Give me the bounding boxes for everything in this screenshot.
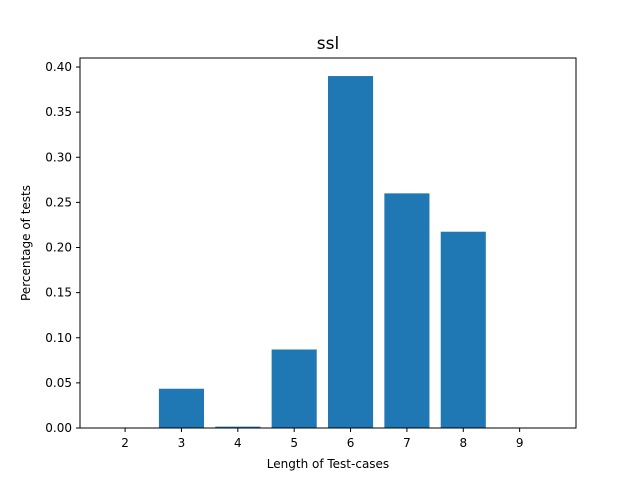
y-tick-label: 0.35 <box>45 105 72 119</box>
plot-frame <box>79 57 577 429</box>
y-axis-label: Percentage of tests <box>19 185 33 301</box>
x-tick-label: 9 <box>516 436 524 450</box>
x-tick-label: 7 <box>403 436 411 450</box>
bar-3 <box>158 388 204 428</box>
x-tick-label: 6 <box>347 436 355 450</box>
y-tick-label: 0.05 <box>45 376 72 390</box>
x-tick-label: 4 <box>234 436 242 450</box>
y-tick-label: 0.30 <box>45 150 72 164</box>
y-tick-label: 0.40 <box>45 60 72 74</box>
bar-5 <box>271 349 317 428</box>
x-tick-label: 5 <box>290 436 298 450</box>
y-tick-label: 0.10 <box>45 331 72 345</box>
bar-6 <box>328 76 374 429</box>
bar-7 <box>384 193 430 428</box>
y-axis-ticks: 0.00 0.05 0.10 0.15 0.20 0.25 0.30 0.35 0.40 <box>45 60 80 435</box>
chart-title: ssl <box>317 34 339 54</box>
y-tick-label: 0.20 <box>45 241 72 255</box>
x-tick-label: 3 <box>178 436 186 450</box>
bar-4 <box>215 426 261 428</box>
y-tick-label: 0.15 <box>45 286 72 300</box>
x-tick-label: 8 <box>459 436 467 450</box>
bars-group <box>158 76 486 429</box>
y-tick-label: 0.00 <box>45 421 72 435</box>
x-axis-ticks: 2 3 4 5 6 7 8 9 <box>121 428 523 450</box>
x-axis-label: Length of Test-cases <box>267 457 389 471</box>
x-tick-label: 2 <box>121 436 129 450</box>
y-tick-label: 0.25 <box>45 195 72 209</box>
bar-8 <box>440 231 486 428</box>
